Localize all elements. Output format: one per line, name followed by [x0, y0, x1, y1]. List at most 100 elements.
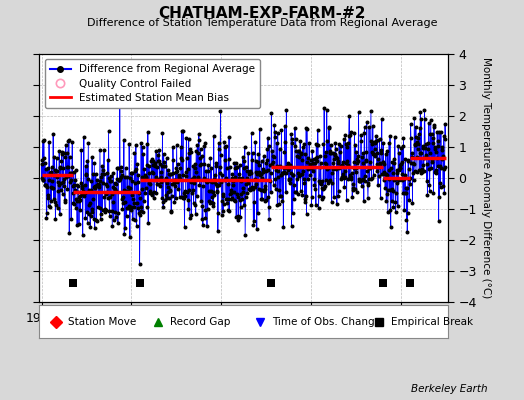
Point — [178, 194, 186, 200]
Point — [407, 121, 415, 128]
Point — [340, 175, 348, 181]
Point — [52, 167, 60, 174]
Point — [152, 164, 161, 170]
Point — [302, 192, 310, 199]
Point — [169, 157, 178, 164]
Point — [151, 174, 160, 180]
Point — [359, 150, 367, 156]
Point — [127, 170, 135, 176]
Point — [249, 199, 258, 205]
Point — [399, 135, 408, 141]
Point — [121, 225, 129, 231]
Point — [172, 142, 181, 148]
Point — [233, 191, 241, 198]
Point — [128, 170, 137, 176]
Point — [303, 159, 311, 166]
Point — [305, 162, 314, 168]
Point — [186, 146, 194, 152]
Point — [224, 156, 233, 162]
Point — [49, 185, 57, 192]
Point — [323, 107, 331, 113]
Point — [412, 153, 421, 160]
Point — [189, 186, 197, 193]
Point — [51, 216, 60, 222]
Point — [320, 185, 328, 192]
Point — [250, 184, 259, 190]
Point — [142, 185, 150, 191]
Point — [355, 178, 364, 184]
Point — [111, 180, 119, 186]
Point — [420, 107, 429, 113]
Point — [355, 176, 364, 182]
Point — [115, 177, 123, 184]
Point — [333, 201, 341, 208]
Point — [273, 202, 281, 208]
Point — [227, 196, 235, 202]
Point — [380, 168, 388, 175]
Point — [110, 185, 118, 191]
Point — [45, 203, 53, 210]
Point — [127, 191, 136, 198]
Point — [43, 184, 51, 191]
Point — [102, 181, 111, 188]
Point — [42, 210, 51, 217]
Point — [96, 178, 104, 184]
Point — [231, 198, 239, 204]
Point — [429, 135, 437, 141]
Point — [364, 195, 372, 201]
Point — [366, 138, 375, 144]
Point — [82, 163, 90, 170]
Point — [164, 167, 172, 174]
Point — [225, 134, 233, 140]
Point — [395, 167, 403, 174]
Point — [214, 228, 222, 234]
Point — [124, 184, 132, 190]
Point — [148, 170, 157, 176]
Point — [289, 172, 298, 179]
Point — [436, 184, 445, 190]
Point — [167, 208, 176, 214]
Point — [63, 164, 71, 170]
Point — [101, 206, 109, 212]
Point — [378, 159, 387, 166]
Point — [147, 168, 156, 175]
Point — [332, 145, 340, 152]
Point — [154, 158, 162, 164]
Point — [326, 150, 335, 156]
Point — [349, 181, 357, 188]
Point — [378, 171, 386, 177]
Point — [375, 163, 384, 170]
Point — [149, 158, 157, 165]
Point — [329, 150, 337, 156]
Point — [97, 210, 106, 217]
Point — [245, 169, 253, 175]
Point — [361, 173, 369, 179]
Point — [110, 216, 118, 223]
Point — [318, 184, 326, 191]
Point — [277, 193, 285, 199]
Point — [368, 149, 377, 155]
Point — [410, 161, 418, 167]
Point — [95, 182, 103, 189]
Point — [321, 160, 329, 166]
Point — [263, 197, 271, 203]
Point — [297, 188, 305, 194]
Point — [431, 149, 440, 155]
Point — [138, 174, 146, 180]
Point — [293, 153, 301, 160]
Point — [134, 172, 143, 178]
Point — [401, 189, 410, 196]
Point — [286, 176, 294, 182]
Point — [104, 195, 112, 201]
Point — [122, 213, 130, 219]
Point — [374, 156, 383, 162]
Point — [158, 195, 166, 201]
Point — [148, 192, 156, 198]
Point — [41, 160, 49, 166]
Point — [285, 165, 293, 171]
Point — [210, 176, 219, 182]
Point — [405, 176, 413, 182]
Point — [243, 168, 251, 174]
Point — [316, 152, 324, 159]
Point — [173, 167, 182, 174]
